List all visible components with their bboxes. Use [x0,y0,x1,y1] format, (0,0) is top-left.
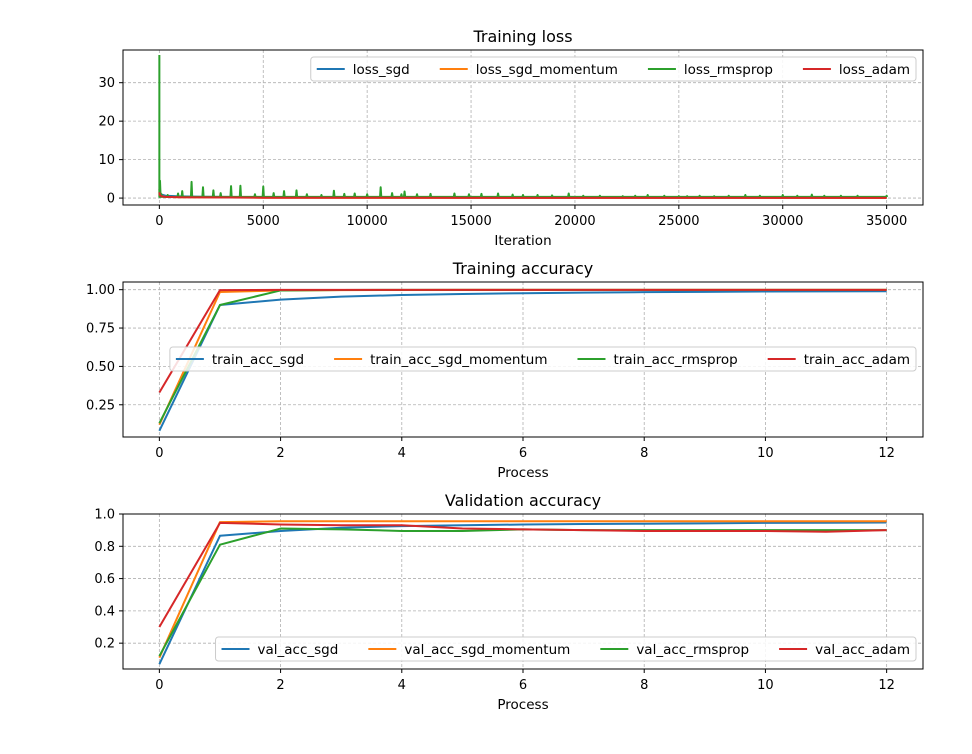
series-line-val_acc_sgd_momentum [158,520,887,659]
legend-label-loss_adam: loss_adam [839,62,910,78]
legend-label-train_acc_rmsprop: train_acc_rmsprop [613,352,737,368]
x-axis-label: Process [497,465,548,481]
y-tick-label: 20 [98,115,115,130]
x-tick-label: 0 [155,678,163,693]
x-tick-label: 10000 [346,214,387,229]
y-tick-label: 0 [107,192,115,207]
x-tick-label: 8 [640,446,648,461]
legend-label-loss_rmsprop: loss_rmsprop [684,62,773,78]
legend: train_acc_sgd train_acc_sgd_momentum train… [169,346,917,372]
y-tick-label: 0.50 [86,360,115,375]
axes-frame [122,49,924,206]
series-group [158,520,887,665]
x-tick-label: 2 [276,446,284,461]
series-line-loss_adam [158,192,887,199]
legend-label-val_acc_adam: val_acc_adam [815,642,910,658]
x-tick-label: 15000 [450,214,491,229]
series-line-val_acc_adam [158,521,887,628]
series-group [158,55,889,199]
x-tick-label: 10 [757,446,774,461]
x-tick-label: 6 [519,678,527,693]
chart-panel-2: 0 2 4 6 8 10 12 0.25 0.50 0.75 1.00 Training accura… [86,259,924,481]
legend-box [215,636,917,662]
x-tick-label: 0 [155,214,163,229]
x-tick-label: 8 [640,678,648,693]
chart-panel-3: 0 2 4 6 8 10 12 0.2 0.4 0.6 0.8 1.0 Validation accur… [94,491,924,713]
legend-label-train_acc_sgd_momentum: train_acc_sgd_momentum [370,352,547,368]
legend-label-loss_sgd_momentum: loss_sgd_momentum [476,62,618,78]
chart-title: Validation accuracy [445,491,601,510]
y-tick-label: 0.2 [94,637,115,652]
x-tick-label: 2 [276,678,284,693]
chart-panel-1: 0 5000 10000 15000 20000 25000 30000 35000 0 10 20… [98,27,924,249]
y-tick-label: 0.6 [94,572,115,587]
chart-title: Training accuracy [452,259,593,278]
x-tick-label: 6 [519,446,527,461]
legend: loss_sgd loss_sgd_momentum loss_rmsprop los… [310,56,917,82]
y-tick-label: 0.75 [86,322,115,337]
x-tick-label: 35000 [866,214,907,229]
chart-title: Training loss [472,27,572,46]
legend-label-train_acc_adam: train_acc_adam [804,352,910,368]
y-tick-label: 0.25 [86,398,115,413]
x-tick-label: 12 [878,678,895,693]
series-group [158,288,887,432]
legend-box [310,56,917,82]
x-axis-label: Iteration [494,233,551,249]
legend-label-val_acc_sgd: val_acc_sgd [258,642,339,658]
x-tick-label: 4 [398,446,406,461]
legend-label-loss_sgd: loss_sgd [353,62,410,78]
series-line-train_acc_adam [158,288,887,394]
x-axis-label: Process [497,697,548,713]
legend-label-val_acc_rmsprop: val_acc_rmsprop [636,642,749,658]
legend-label-train_acc_sgd: train_acc_sgd [212,352,304,368]
x-tick-label: 30000 [762,214,803,229]
y-tick-label: 1.0 [94,508,115,523]
y-tick-label: 1.00 [86,283,115,298]
x-tick-label: 0 [155,446,163,461]
series-line-loss_rmsprop [158,55,889,198]
x-tick-label: 4 [398,678,406,693]
series-line-train_acc_sgd [158,290,887,432]
x-tick-label: 5000 [247,214,280,229]
y-tick-label: 30 [98,76,115,91]
series-line-val_acc_sgd [158,521,887,665]
y-tick-label: 0.8 [94,540,115,555]
legend: val_acc_sgd val_acc_sgd_momentum val_acc_r… [215,636,917,662]
x-tick-label: 12 [878,446,895,461]
x-tick-label: 20000 [554,214,595,229]
x-tick-label: 10 [757,678,774,693]
x-tick-label: 25000 [658,214,699,229]
legend-label-val_acc_sgd_momentum: val_acc_sgd_momentum [404,642,570,658]
y-tick-label: 0.4 [94,604,115,619]
y-tick-label: 10 [98,153,115,168]
legend-box [169,346,917,372]
